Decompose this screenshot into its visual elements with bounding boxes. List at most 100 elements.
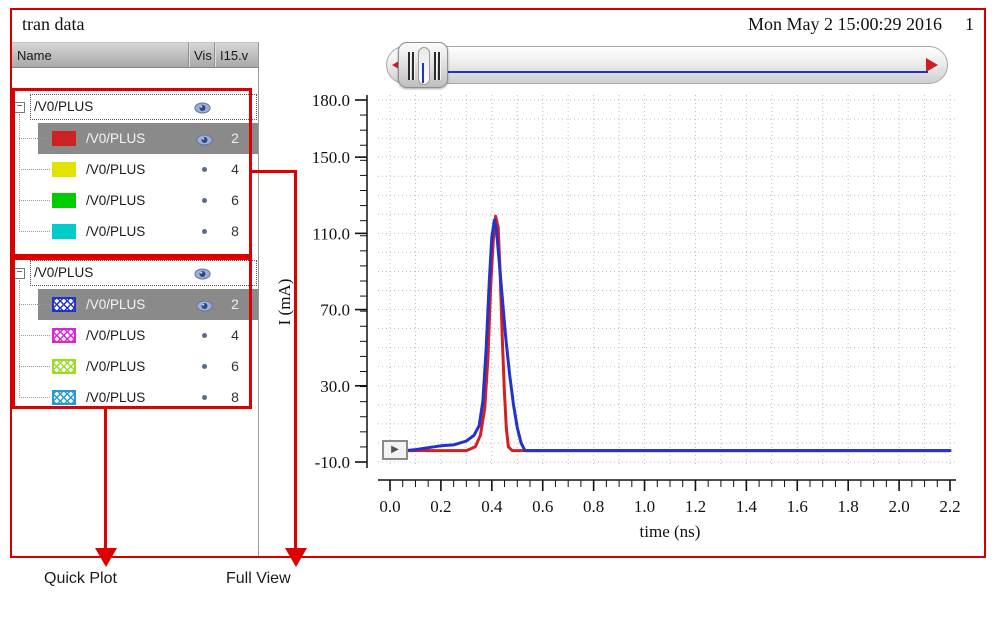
tree-signal-row[interactable]: /V0/PLUS 8 [12, 216, 258, 247]
slot-signal-line [422, 63, 424, 83]
eye-icon[interactable] [194, 268, 211, 280]
eye-icon[interactable] [196, 300, 213, 312]
signal-visibility[interactable] [196, 299, 213, 317]
quick-plot-highlight-box [12, 88, 252, 257]
signal-name: /V0/PLUS [86, 328, 146, 343]
signal-swatch[interactable] [52, 162, 76, 177]
x-tick-label: 0.6 [532, 497, 553, 516]
tree-signal-row[interactable]: /V0/PLUS 6 [12, 351, 258, 382]
full-view-arrowhead-icon [285, 548, 307, 567]
x-tick-label: 1.4 [736, 497, 758, 516]
tree-branch-stub [19, 397, 50, 398]
signal-name: /V0/PLUS [86, 390, 146, 405]
signal-swatch[interactable] [52, 297, 76, 312]
x-tick-label: 1.6 [787, 497, 808, 516]
full-view-arrow-shaft [294, 170, 297, 549]
eye-icon[interactable] [196, 134, 213, 146]
tree-signal-row[interactable]: /V0/PLUS 4 [12, 154, 258, 185]
x-axis-title: time (ns) [640, 522, 701, 541]
signal-swatch[interactable] [52, 390, 76, 405]
quick-plot-label: Quick Plot [44, 570, 117, 587]
group-name: /V0/PLUS [34, 99, 94, 114]
column-value[interactable]: I15.v [214, 43, 258, 67]
signal-tree: −/V0/PLUS/V0/PLUS 2/V0/PLUS 4/V0/PLUS 6/V0/… [12, 10, 259, 556]
column-name[interactable]: Name [17, 48, 52, 63]
slider-right-arrow-icon[interactable] [926, 58, 938, 72]
tree-signal-row[interactable]: /V0/PLUS 2 [12, 289, 258, 320]
y-tick-label: 150.0 [312, 148, 350, 167]
tree-branch-stub [19, 231, 50, 232]
tree-signal-row[interactable]: /V0/PLUS 8 [12, 382, 258, 413]
column-vis[interactable]: Vis [188, 43, 214, 67]
x-tick-label: 0.0 [379, 497, 400, 516]
hidden-trace-dot-icon[interactable] [202, 167, 207, 172]
signal-swatch[interactable] [52, 131, 76, 146]
y-tick-label: 30.0 [320, 377, 350, 396]
blue-trace [388, 218, 952, 453]
timestamp: Mon May 2 15:00:29 2016 [747, 14, 942, 34]
quick-plot-arrowhead-icon [95, 548, 117, 567]
second-group-highlight-box [12, 257, 252, 409]
x-tick-label: 0.4 [481, 497, 503, 516]
trace-number: 2 [231, 130, 239, 146]
trace-number: 6 [231, 358, 239, 374]
signal-visibility[interactable] [196, 133, 213, 151]
x-tick-label: 0.2 [430, 497, 451, 516]
column-header: Name Vis I15.v [12, 42, 259, 68]
hidden-trace-dot-icon[interactable] [202, 333, 207, 338]
signal-name: /V0/PLUS [86, 297, 146, 312]
trace-number: 6 [231, 192, 239, 208]
tree-branch-stub [19, 335, 50, 336]
y-tick-label: -10.0 [315, 453, 350, 472]
slider-handle[interactable] [398, 42, 448, 88]
trace-number: 8 [231, 223, 239, 239]
grip-mark [408, 52, 410, 80]
hidden-trace-dot-icon[interactable] [202, 364, 207, 369]
trace-number: 4 [231, 161, 239, 177]
tree-signal-row[interactable]: /V0/PLUS 6 [12, 185, 258, 216]
signal-swatch[interactable] [52, 224, 76, 239]
signal-swatch[interactable] [52, 359, 76, 374]
signal-name: /V0/PLUS [86, 131, 146, 146]
signal-swatch[interactable] [52, 328, 76, 343]
signal-name: /V0/PLUS [86, 359, 146, 374]
full-view-label: Full View [226, 570, 291, 587]
handle-slot [418, 47, 430, 85]
play-button[interactable]: ▶ [382, 440, 408, 460]
tree-branch-stub [19, 200, 50, 201]
tree-branch-stub [19, 304, 50, 305]
y-axis-title: I (mA) [275, 279, 294, 326]
tree-branch-stub [19, 138, 50, 139]
slider-track[interactable] [386, 46, 948, 84]
signal-name: /V0/PLUS [86, 162, 146, 177]
tree-branch-stub [19, 169, 50, 170]
hidden-trace-dot-icon[interactable] [202, 198, 207, 203]
group-visibility[interactable] [194, 267, 211, 285]
y-tick-label: 180.0 [312, 91, 350, 110]
y-tick-label: 110.0 [312, 224, 350, 243]
eye-icon[interactable] [194, 102, 211, 114]
tree-group-row[interactable]: −/V0/PLUS [12, 258, 258, 289]
quick-plot-arrow-shaft [104, 409, 107, 549]
group-name: /V0/PLUS [34, 265, 94, 280]
tree-signal-row[interactable]: /V0/PLUS 4 [12, 320, 258, 351]
slider-signal-line [448, 71, 928, 73]
window-title: tran data [22, 14, 85, 34]
signal-name: /V0/PLUS [86, 224, 146, 239]
signal-swatch[interactable] [52, 193, 76, 208]
waveform-window: tran data Mon May 2 15:00:29 2016 1 Name… [10, 8, 986, 558]
play-icon: ▶ [391, 444, 399, 455]
red-trace [388, 214, 952, 453]
panel-divider[interactable] [258, 42, 259, 556]
tree-group-row[interactable]: −/V0/PLUS [12, 92, 258, 123]
hidden-trace-dot-icon[interactable] [202, 229, 207, 234]
tree-connector-line [19, 280, 20, 398]
waveform-plot: -10.0 30.0 70.0 110.0 150.0 180.0 I (mA) 0.0 0.2… [275, 91, 961, 541]
full-view-connector [252, 170, 297, 173]
x-tick-label: 1.2 [685, 497, 706, 516]
group-focus-rect [30, 94, 257, 120]
group-visibility[interactable] [194, 101, 211, 119]
tree-signal-row[interactable]: /V0/PLUS 2 [12, 123, 258, 154]
page-number: 1 [965, 14, 974, 34]
hidden-trace-dot-icon[interactable] [202, 395, 207, 400]
